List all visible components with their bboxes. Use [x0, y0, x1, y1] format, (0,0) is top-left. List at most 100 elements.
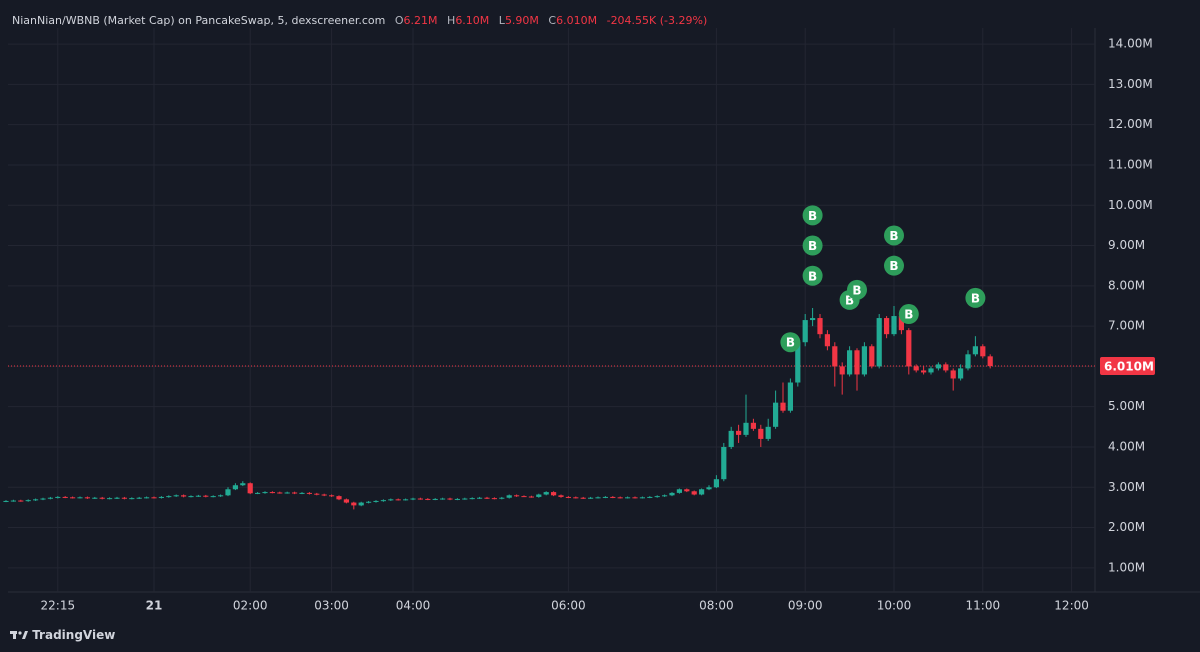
candle-body — [314, 493, 320, 495]
candle-body — [551, 492, 557, 496]
open-label: O — [394, 14, 404, 27]
buy-marker — [802, 205, 823, 226]
candle-body — [521, 496, 527, 498]
candle-body — [580, 497, 586, 499]
candle-body — [632, 497, 638, 499]
y-tick-label: 12.00M — [1108, 117, 1153, 131]
candle-body — [151, 497, 157, 499]
brand-logo — [10, 631, 28, 639]
last-price-label: 6.010M — [1104, 359, 1154, 373]
candle-body — [721, 446, 727, 480]
candle-body — [639, 497, 645, 499]
candle-body — [787, 382, 793, 411]
candle-body — [269, 492, 275, 494]
y-tick-label: 8.00M — [1108, 278, 1145, 292]
x-tick-label: 03:00 — [314, 599, 349, 613]
close-label: C — [548, 14, 557, 27]
candle-body — [181, 495, 187, 497]
buy-marker — [884, 255, 904, 276]
candle-body — [158, 496, 164, 498]
candle-body — [972, 346, 978, 355]
buy-marker-label: B — [808, 209, 817, 223]
candle-body — [773, 402, 779, 427]
y-tick-label: 14.00M — [1108, 37, 1153, 51]
open-value: 6.21M — [403, 14, 438, 27]
candle-body — [647, 496, 653, 498]
close-value: 6.010M — [556, 14, 598, 27]
candle-body — [854, 350, 860, 375]
candle-body — [499, 497, 505, 499]
candle-body — [84, 497, 90, 499]
low-label: L — [498, 14, 505, 27]
candle-body — [173, 495, 179, 497]
candle-body — [329, 495, 335, 497]
candle-body — [491, 498, 497, 500]
y-tick-label: 3.00M — [1108, 480, 1145, 494]
buy-marker-label: B — [971, 291, 980, 305]
candle-body — [403, 499, 409, 501]
candle-body — [447, 498, 453, 500]
candle-body — [417, 498, 423, 500]
x-tick-label: 06:00 — [551, 599, 586, 613]
candle-body — [891, 316, 897, 335]
candle-body — [107, 498, 113, 500]
candle-body — [284, 492, 290, 494]
brand-name: TradingView — [32, 628, 116, 642]
candle-body — [388, 499, 394, 501]
buy-marker-label: B — [808, 269, 817, 283]
candle-body — [536, 494, 542, 497]
buy-marker-label: B — [786, 336, 795, 350]
high-label: H — [447, 14, 456, 27]
x-tick-label: 09:00 — [788, 599, 823, 613]
footer-brand[interactable]: TradingView — [10, 628, 115, 642]
candle-body — [713, 479, 719, 488]
candle-body — [928, 368, 934, 373]
y-tick-label: 2.00M — [1108, 520, 1145, 534]
candle-body — [432, 498, 438, 500]
candle-body — [136, 497, 142, 499]
y-tick-label: 10.00M — [1108, 198, 1153, 212]
candle-body — [669, 492, 675, 496]
candle-body — [728, 430, 734, 447]
candle-body — [25, 500, 31, 502]
candle-body — [965, 354, 971, 369]
candle-body — [876, 318, 882, 367]
buy-marker — [898, 304, 919, 325]
candle-body — [195, 495, 201, 497]
candle-body — [425, 498, 431, 500]
candle-body — [410, 498, 416, 500]
candle-body — [610, 496, 616, 498]
candle-body — [47, 497, 53, 499]
y-tick-label: 5.00M — [1108, 399, 1145, 413]
candle-body — [684, 489, 690, 492]
candle-body — [573, 497, 579, 499]
candle-body — [166, 496, 172, 498]
candle-body — [817, 318, 823, 335]
candle-body — [462, 498, 468, 500]
candle-body — [336, 496, 342, 500]
candle-body — [625, 497, 631, 499]
buy-marker — [884, 225, 904, 246]
candle-body — [277, 492, 283, 494]
candle-body — [366, 501, 372, 503]
candle-body — [691, 491, 697, 495]
buy-marker — [802, 235, 823, 256]
candle-body — [958, 368, 964, 379]
buy-marker-label: B — [889, 259, 898, 273]
x-tick-label: 02:00 — [233, 599, 268, 613]
candle-body — [18, 500, 24, 502]
x-tick-label: 12:00 — [1054, 599, 1089, 613]
candle-body — [543, 492, 549, 495]
candle-body — [906, 330, 912, 367]
candle-body — [595, 497, 601, 499]
candle-body — [321, 494, 327, 496]
candle-body — [558, 495, 564, 497]
change-value: -204.55K (-3.29%) — [606, 14, 708, 27]
candle-body — [943, 364, 949, 371]
candle-body — [114, 497, 120, 499]
candle-body — [832, 346, 838, 367]
candle-body — [736, 430, 742, 435]
candle-body — [743, 422, 749, 435]
